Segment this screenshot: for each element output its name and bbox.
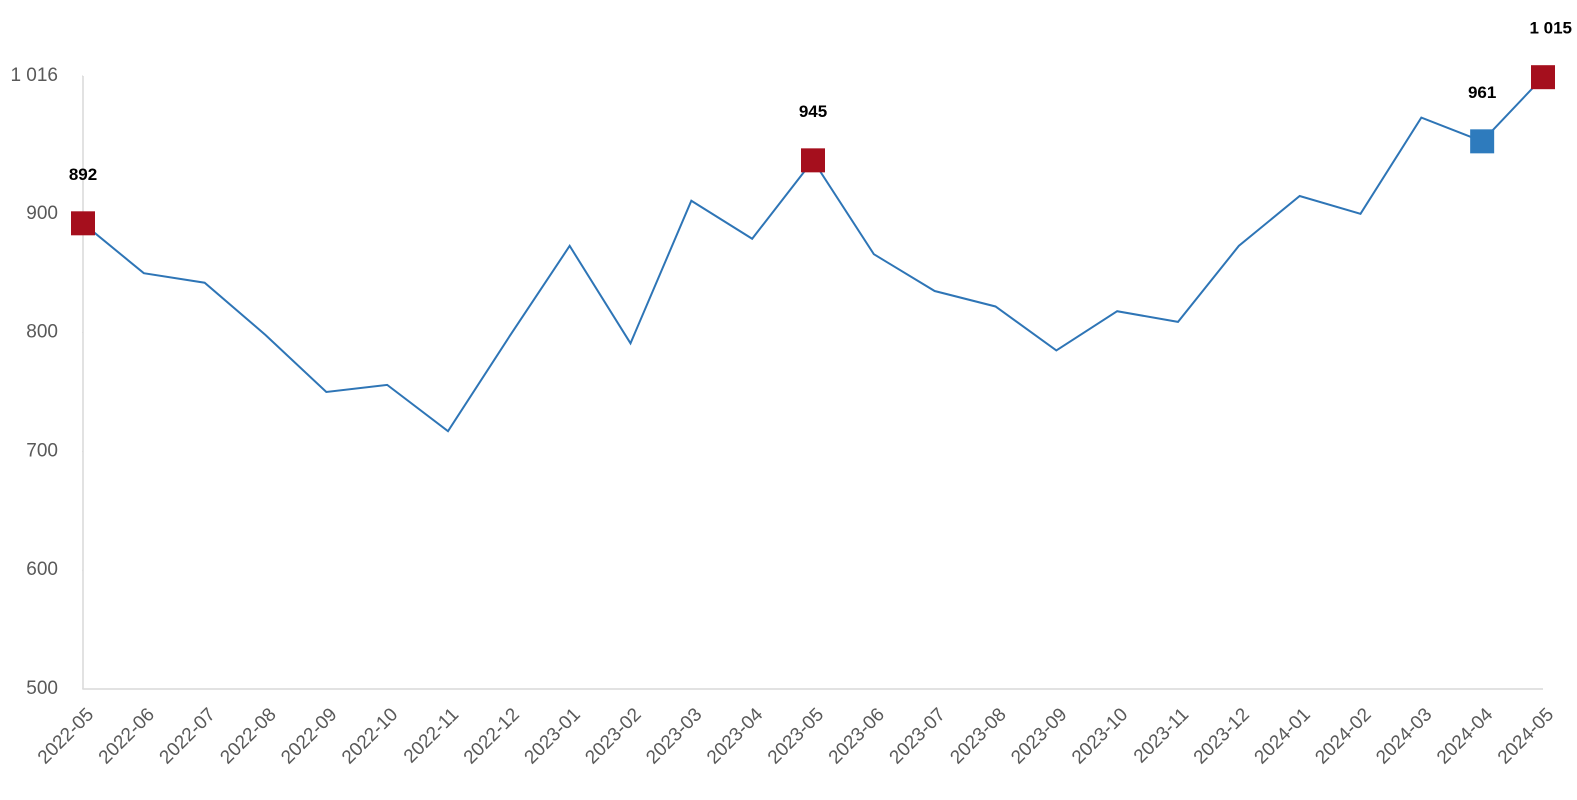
x-tick-label: 2022-05 bbox=[34, 704, 98, 768]
point-marker bbox=[1531, 65, 1555, 90]
x-tick-label: 2024-03 bbox=[1372, 704, 1436, 768]
x-tick-label: 2022-12 bbox=[460, 704, 524, 768]
y-tick-label: 600 bbox=[26, 559, 58, 580]
x-tick-label: 2024-04 bbox=[1433, 704, 1497, 768]
x-tick-label: 2022-08 bbox=[216, 704, 280, 768]
x-tick-label: 2023-12 bbox=[1190, 704, 1254, 768]
x-tick-label: 2023-02 bbox=[581, 704, 645, 768]
x-tick-label: 2023-05 bbox=[764, 704, 828, 768]
y-tick-label: 700 bbox=[26, 440, 58, 461]
y-tick-label: 1 016 bbox=[10, 65, 58, 86]
x-tick-label: 2023-04 bbox=[703, 704, 767, 768]
data-label: 892 bbox=[69, 165, 97, 184]
x-tick-label: 2023-01 bbox=[521, 704, 585, 768]
x-tick-label: 2023-08 bbox=[946, 704, 1010, 768]
x-tick-label: 2022-06 bbox=[95, 704, 159, 768]
x-tick-label: 2022-11 bbox=[400, 704, 463, 767]
data-label: 961 bbox=[1468, 83, 1496, 102]
point-marker bbox=[71, 211, 95, 236]
x-tick-label: 2023-10 bbox=[1068, 704, 1132, 768]
x-tick-label: 2023-07 bbox=[886, 704, 950, 768]
x-tick-label: 2022-09 bbox=[277, 704, 341, 768]
y-tick-label: 500 bbox=[26, 678, 58, 699]
point-marker bbox=[1470, 129, 1495, 154]
x-tick-label: 2024-01 bbox=[1251, 704, 1315, 768]
x-tick-label: 2022-07 bbox=[156, 704, 220, 768]
x-tick-label: 2023-06 bbox=[825, 704, 889, 768]
x-tick-label: 2023-03 bbox=[642, 704, 706, 768]
x-tick-label: 2022-10 bbox=[338, 704, 402, 768]
y-tick-label: 900 bbox=[26, 203, 58, 224]
x-tick-label: 2023-11 bbox=[1130, 704, 1193, 767]
x-tick-label: 2024-02 bbox=[1311, 704, 1375, 768]
x-tick-label: 2023-09 bbox=[1007, 704, 1071, 768]
data-label: 1 015 bbox=[1529, 19, 1572, 38]
x-tick-label: 2024-05 bbox=[1494, 704, 1558, 768]
y-tick-label: 800 bbox=[26, 322, 58, 343]
data-line bbox=[82, 76, 1544, 433]
data-label: 945 bbox=[799, 102, 827, 121]
point-marker bbox=[801, 148, 825, 173]
